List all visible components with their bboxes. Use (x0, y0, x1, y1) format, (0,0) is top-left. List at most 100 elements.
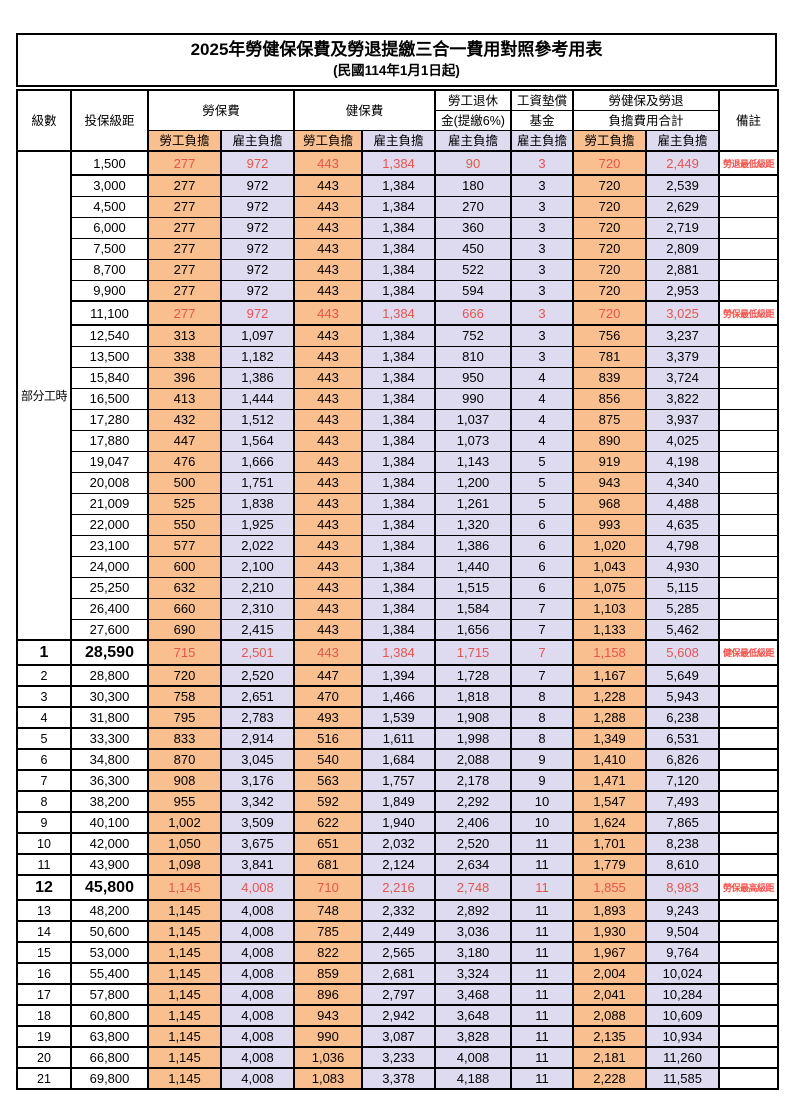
value-cell: 5,462 (645, 618, 721, 641)
value-cell: 443 (293, 216, 364, 239)
level-cell: 8 (16, 790, 72, 813)
value-cell: 6 (510, 555, 575, 578)
value-cell: 180 (434, 174, 513, 197)
level-cell: 15 (16, 941, 72, 964)
table-row: 7,500 277 972 443 1,384 450 3 720 2,809 (17, 237, 780, 260)
table-row: 17,280 432 1,512 443 1,384 1,037 4 875 3,937 (17, 408, 780, 431)
value-cell: 756 (572, 324, 648, 347)
value-cell: 396 (147, 366, 222, 389)
bracket-cell: 16,500 (70, 387, 149, 410)
value-cell: 8 (510, 685, 575, 708)
value-cell: 10,024 (645, 962, 721, 985)
value-cell: 1,145 (147, 874, 222, 901)
value-cell: 3,342 (219, 790, 296, 813)
value-cell: 1,182 (219, 345, 296, 368)
value-cell: 972 (219, 216, 296, 239)
value-cell: 2,809 (645, 237, 721, 260)
note-cell (718, 450, 780, 473)
header-health-insurance: 健保費 (293, 89, 437, 131)
value-cell: 2,124 (361, 853, 437, 876)
value-cell: 1,715 (434, 639, 513, 666)
bracket-cell: 22,000 (70, 513, 149, 536)
value-cell: 7,865 (645, 811, 721, 834)
value-cell: 443 (293, 639, 364, 666)
value-cell: 516 (293, 727, 364, 750)
level-cell: 3 (16, 685, 72, 708)
value-cell: 1,384 (361, 471, 437, 494)
value-cell: 1,998 (434, 727, 513, 750)
table-row: 24,000 600 2,100 443 1,384 1,440 6 1,043 4,930 (17, 555, 780, 578)
value-cell: 993 (572, 513, 648, 536)
value-cell: 795 (147, 706, 222, 729)
value-cell: 1,384 (361, 366, 437, 389)
reference-table-sheet: 2025年勞健保保費及勞退提繳三合一費用對照參考用表 (民國114年1月1日起)… (16, 33, 780, 1090)
level-cell: 19 (16, 1025, 72, 1048)
value-cell: 577 (147, 534, 222, 557)
value-cell: 2,216 (361, 874, 437, 901)
value-cell: 1,384 (361, 324, 437, 347)
bracket-cell: 12,540 (70, 324, 149, 347)
bracket-cell: 3,000 (70, 174, 149, 197)
value-cell: 11 (510, 1046, 575, 1069)
value-cell: 622 (293, 811, 364, 834)
value-cell: 1,701 (572, 832, 648, 855)
note-cell (718, 1025, 780, 1048)
value-cell: 1,564 (219, 429, 296, 452)
value-cell: 447 (293, 664, 364, 687)
value-cell: 4 (510, 408, 575, 431)
value-cell: 277 (147, 195, 222, 218)
value-cell: 3,036 (434, 920, 513, 943)
value-cell: 2,748 (434, 874, 513, 901)
note-cell (718, 618, 780, 641)
note-cell (718, 429, 780, 452)
bracket-cell: 69,800 (70, 1067, 149, 1090)
value-cell: 781 (572, 345, 648, 368)
value-cell: 2,332 (361, 899, 437, 922)
table-row: 1 28,590 715 2,501 443 1,384 1,715 7 1,158 5,608 健… (16, 639, 780, 666)
value-cell: 443 (293, 345, 364, 368)
value-cell: 720 (572, 216, 648, 239)
level-cell: 9 (16, 811, 72, 834)
value-cell: 2,892 (434, 899, 513, 922)
value-cell: 2,783 (219, 706, 296, 729)
value-cell: 443 (293, 618, 364, 641)
value-cell: 1,036 (293, 1046, 364, 1069)
value-cell: 632 (147, 576, 222, 599)
table-row: 9 40,100 1,002 3,509 622 1,940 2,406 10 1,624 7,8… (16, 811, 780, 834)
value-cell: 833 (147, 727, 222, 750)
bracket-cell: 25,250 (70, 576, 149, 599)
value-cell: 1,855 (572, 874, 648, 901)
bracket-cell: 26,400 (70, 597, 149, 620)
value-cell: 651 (293, 832, 364, 855)
header-wage-fund-top: 工資墊償 (510, 89, 575, 111)
value-cell: 90 (434, 150, 513, 176)
note-cell: 勞退最低級距 (718, 150, 780, 176)
value-cell: 1,444 (219, 387, 296, 410)
value-cell: 3,087 (361, 1025, 437, 1048)
value-cell: 277 (147, 279, 222, 302)
value-cell: 10,609 (645, 1004, 721, 1027)
value-cell: 748 (293, 899, 364, 922)
value-cell: 690 (147, 618, 222, 641)
value-cell: 10,934 (645, 1025, 721, 1048)
value-cell: 890 (572, 429, 648, 452)
page-title: 2025年勞健保保費及勞退提繳三合一費用對照參考用表 (190, 40, 603, 59)
note-cell (718, 492, 780, 515)
value-cell: 443 (293, 195, 364, 218)
value-cell: 432 (147, 408, 222, 431)
value-cell: 1,384 (361, 174, 437, 197)
value-cell: 2,088 (434, 748, 513, 771)
value-cell: 3,233 (361, 1046, 437, 1069)
value-cell: 856 (572, 387, 648, 410)
value-cell: 8,610 (645, 853, 721, 876)
table-row: 3,000 277 972 443 1,384 180 3 720 2,539 (17, 174, 780, 197)
value-cell: 1,539 (361, 706, 437, 729)
note-cell (718, 237, 780, 260)
value-cell: 443 (293, 258, 364, 281)
value-cell: 4,488 (645, 492, 721, 515)
table-title-box: 2025年勞健保保費及勞退提繳三合一費用對照參考用表 (民國114年1月1日起) (16, 33, 777, 87)
bracket-cell: 34,800 (70, 748, 149, 771)
bracket-cell: 43,900 (70, 853, 149, 876)
value-cell: 1,547 (572, 790, 648, 813)
value-cell: 2,210 (219, 576, 296, 599)
